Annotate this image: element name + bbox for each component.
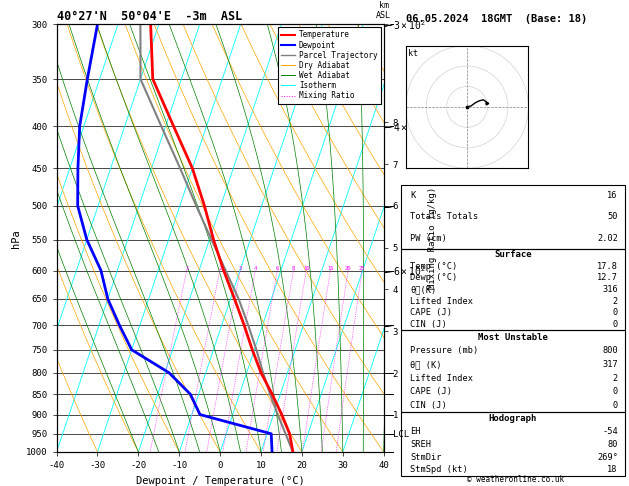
Text: CIN (J): CIN (J) [410, 401, 447, 410]
Text: km
ASL: km ASL [376, 0, 391, 20]
Text: -54: -54 [602, 427, 618, 436]
Legend: Temperature, Dewpoint, Parcel Trajectory, Dry Adiabat, Wet Adiabat, Isotherm, Mi: Temperature, Dewpoint, Parcel Trajectory… [277, 27, 381, 104]
Text: 0: 0 [613, 387, 618, 396]
Text: 0: 0 [613, 320, 618, 329]
Y-axis label: Mixing Ratio (g/kg): Mixing Ratio (g/kg) [428, 187, 437, 289]
Text: Hodograph: Hodograph [489, 414, 537, 423]
Text: 80: 80 [608, 440, 618, 449]
Text: PW (cm): PW (cm) [410, 234, 447, 243]
Text: StmDir: StmDir [410, 452, 442, 462]
Text: 2: 2 [218, 265, 221, 271]
Text: 2: 2 [613, 374, 618, 382]
Text: 316: 316 [602, 285, 618, 294]
Text: 17.8: 17.8 [597, 262, 618, 271]
Text: 18: 18 [608, 466, 618, 474]
Text: 8: 8 [292, 265, 295, 271]
Text: CAPE (J): CAPE (J) [410, 309, 452, 317]
Text: 10: 10 [303, 265, 309, 271]
X-axis label: Dewpoint / Temperature (°C): Dewpoint / Temperature (°C) [136, 476, 304, 486]
Text: Lifted Index: Lifted Index [410, 297, 473, 306]
Text: Totals Totals: Totals Totals [410, 212, 479, 221]
Text: 12.7: 12.7 [597, 274, 618, 282]
Text: 800: 800 [602, 347, 618, 355]
Text: Most Unstable: Most Unstable [478, 333, 548, 342]
Y-axis label: hPa: hPa [11, 229, 21, 247]
Text: Dewp (°C): Dewp (°C) [410, 274, 457, 282]
Bar [401, 330, 625, 412]
Text: 16: 16 [608, 191, 618, 200]
Text: StmSpd (kt): StmSpd (kt) [410, 466, 468, 474]
Text: EH: EH [410, 427, 421, 436]
Text: Lifted Index: Lifted Index [410, 374, 473, 382]
Text: 20: 20 [345, 265, 352, 271]
Text: 50: 50 [608, 212, 618, 221]
Text: 0: 0 [613, 401, 618, 410]
Text: 317: 317 [602, 360, 618, 369]
Text: 2.02: 2.02 [597, 234, 618, 243]
Text: 0: 0 [613, 309, 618, 317]
Text: CAPE (J): CAPE (J) [410, 387, 452, 396]
Text: 06.05.2024  18GMT  (Base: 18): 06.05.2024 18GMT (Base: 18) [406, 14, 587, 24]
Text: 6: 6 [276, 265, 279, 271]
Text: © weatheronline.co.uk: © weatheronline.co.uk [467, 474, 564, 484]
Text: K: K [410, 191, 416, 200]
Text: SREH: SREH [410, 440, 431, 449]
Text: Pressure (mb): Pressure (mb) [410, 347, 479, 355]
Text: 25: 25 [359, 265, 365, 271]
Text: Temp (°C): Temp (°C) [410, 262, 457, 271]
Text: Surface: Surface [494, 250, 532, 259]
Text: 3: 3 [238, 265, 242, 271]
Text: 1: 1 [185, 265, 188, 271]
Text: CIN (J): CIN (J) [410, 320, 447, 329]
Text: 2: 2 [613, 297, 618, 306]
Text: kt: kt [408, 49, 418, 58]
Bar [401, 412, 625, 476]
Bar [401, 249, 625, 330]
Text: 269°: 269° [597, 452, 618, 462]
Text: 15: 15 [327, 265, 333, 271]
Text: θᴇ(K): θᴇ(K) [410, 285, 437, 294]
Text: 4: 4 [253, 265, 257, 271]
Bar [401, 185, 625, 249]
Text: 40°27'N  50°04'E  -3m  ASL: 40°27'N 50°04'E -3m ASL [57, 10, 242, 23]
Text: θᴇ (K): θᴇ (K) [410, 360, 442, 369]
